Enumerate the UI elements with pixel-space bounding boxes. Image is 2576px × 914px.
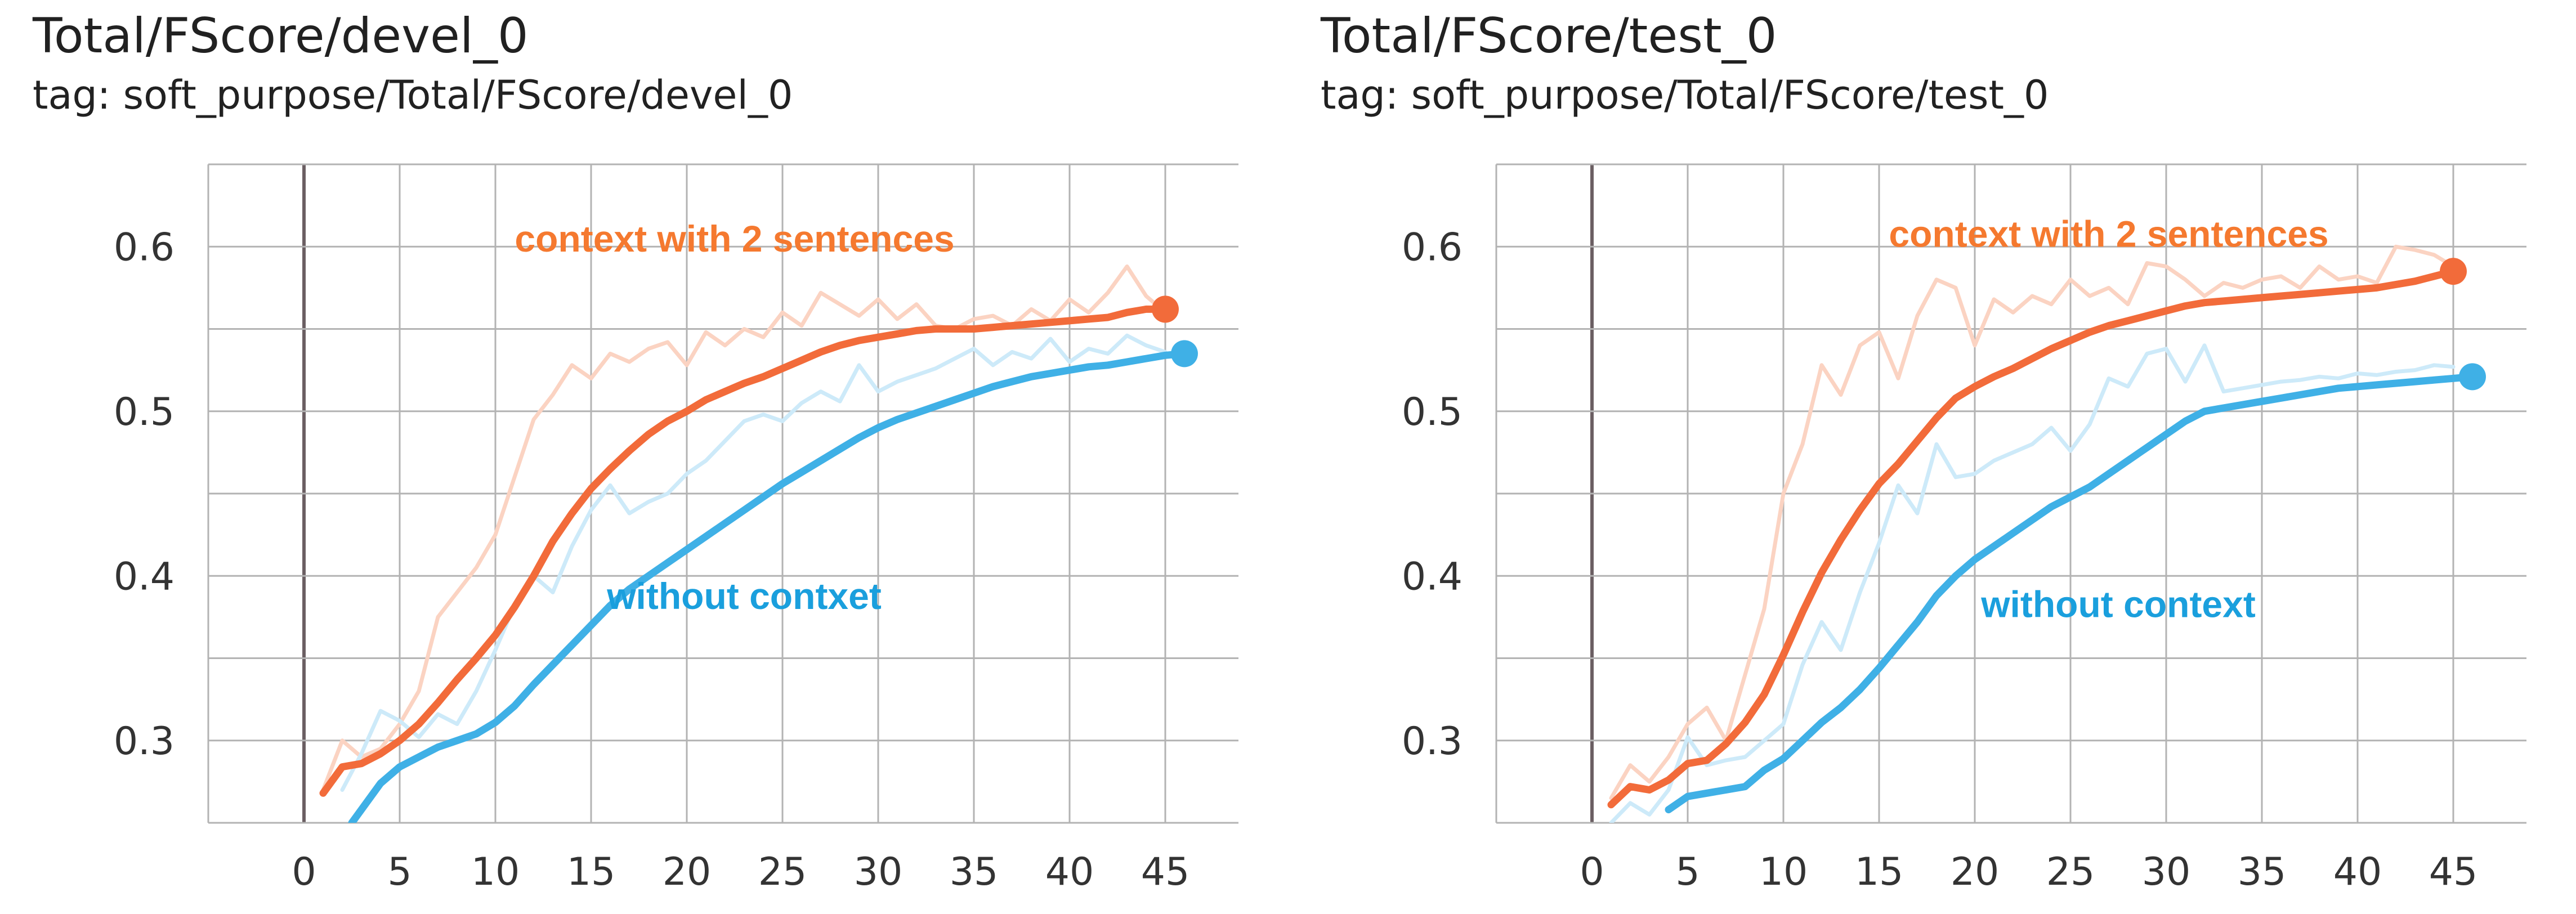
x-tick-label: 0 xyxy=(292,850,316,894)
chart-subtitle: tag: soft_purpose/Total/FScore/devel_0 xyxy=(33,72,793,118)
series-line-without-raw xyxy=(1609,343,2456,823)
x-tick-label: 5 xyxy=(387,850,412,894)
x-tick-label: 20 xyxy=(663,850,712,894)
series-endpoint-context[interactable] xyxy=(2440,258,2467,285)
series-line-context-raw xyxy=(1609,244,2456,800)
x-tick-label: 10 xyxy=(471,850,520,894)
y-tick-label: 0.4 xyxy=(114,554,175,599)
series-line-without xyxy=(1665,373,2476,814)
y-tick-label: 0.3 xyxy=(1402,719,1463,764)
series-line-context-raw xyxy=(321,264,1168,792)
y-tick-label: 0.5 xyxy=(1402,390,1463,434)
chart-panel-devel: Total/FScore/devel_0 tag: soft_purpose/T… xyxy=(0,0,1238,914)
series-line-without xyxy=(348,350,1188,823)
y-tick-label: 0.5 xyxy=(114,390,175,434)
x-tick-label: 30 xyxy=(2142,850,2191,894)
y-tick-label: 0.6 xyxy=(1402,225,1463,270)
series-endpoint-without[interactable] xyxy=(1171,340,1198,368)
y-tick-label: 0.3 xyxy=(114,719,175,764)
y-tick-label: 0.6 xyxy=(114,225,175,270)
x-tick-label: 40 xyxy=(2333,850,2382,894)
x-tick-label: 45 xyxy=(1141,850,1190,894)
chart-annotation: context with 2 sentences xyxy=(515,218,954,259)
x-tick-label: 35 xyxy=(950,850,999,894)
x-tick-label: 30 xyxy=(854,850,903,894)
series-line-context xyxy=(319,305,1169,797)
series-endpoint-context[interactable] xyxy=(1152,295,1179,323)
x-tick-label: 10 xyxy=(1759,850,1808,894)
chart-panel-test: Total/FScore/test_0 tag: soft_purpose/To… xyxy=(1288,0,2526,914)
series-line-without-raw xyxy=(340,333,1168,792)
x-tick-label: 20 xyxy=(1951,850,2000,894)
y-tick-label: 0.4 xyxy=(1402,554,1463,599)
x-tick-label: 40 xyxy=(1045,850,1094,894)
x-tick-label: 25 xyxy=(758,850,807,894)
x-tick-label: 15 xyxy=(1855,850,1904,894)
devel-fscore-chart: 0 5 10 15 20 25 30 35 40 45 0.3 0.4 0.5 0.6 context wi… xyxy=(114,163,1238,894)
test-fscore-chart: 0 5 10 15 20 25 30 35 40 45 0.3 0.4 0.5 0.6 context wi… xyxy=(1402,163,2526,894)
x-tick-label: 15 xyxy=(567,850,616,894)
x-tick-label: 45 xyxy=(2429,850,2478,894)
chart-annotation: context with 2 sentences xyxy=(1889,213,2328,254)
series-line-context xyxy=(1607,267,2457,809)
x-tick-label: 25 xyxy=(2046,850,2095,894)
x-tick-label: 0 xyxy=(1580,850,1604,894)
series-endpoint-without[interactable] xyxy=(2459,363,2486,391)
chart-annotation: without contxet xyxy=(606,575,882,617)
x-tick-label: 5 xyxy=(1675,850,1700,894)
chart-title: Total/FScore/devel_0 xyxy=(33,8,529,64)
chart-title: Total/FScore/test_0 xyxy=(1321,8,1777,64)
chart-subtitle: tag: soft_purpose/Total/FScore/test_0 xyxy=(1321,72,2049,118)
x-tick-label: 35 xyxy=(2238,850,2287,894)
chart-annotation: without context xyxy=(1980,583,2256,625)
